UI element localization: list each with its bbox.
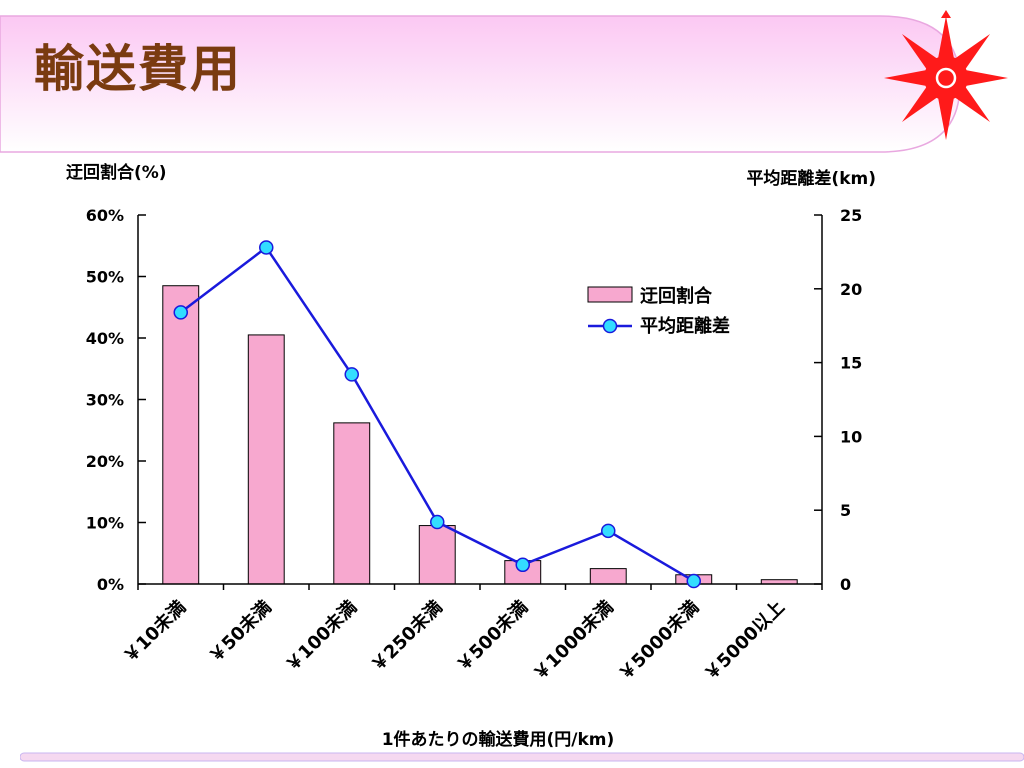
legend-swatch-marker xyxy=(602,318,618,334)
y2-tick-label: 25 xyxy=(840,206,862,225)
y2-tick-label: 5 xyxy=(840,501,851,520)
legend-swatch-bar xyxy=(587,286,633,303)
y-tick-label: 50% xyxy=(86,268,124,287)
x-tick-label: ￥5000以上 xyxy=(700,597,788,685)
x-tick-label: ￥50未満 xyxy=(204,596,275,667)
y-tick-label: 0% xyxy=(97,575,124,594)
plot-area: 0% 10% 20% 30% 40% 50% 60% 0 5 10 15 20 25 ￥10未満 ￥50未満… xyxy=(86,206,863,685)
bar-3 xyxy=(333,422,371,585)
page-title: 輸送費用 xyxy=(34,40,242,98)
bar-6 xyxy=(589,568,627,585)
compass-star-icon xyxy=(884,10,1008,140)
line-point-5 xyxy=(515,557,530,573)
y-axis-title: 迂回割合(%) xyxy=(66,162,167,183)
y-tick-label: 40% xyxy=(86,329,124,348)
legend-label-line: 平均距離差 xyxy=(640,315,730,337)
x-tick-label: ￥100未満 xyxy=(281,596,361,676)
y-tick-label: 30% xyxy=(86,391,124,410)
x-tick-label: ￥1000未満 xyxy=(529,596,618,685)
line-point-6 xyxy=(601,523,616,539)
line-point-4 xyxy=(430,514,445,530)
y2-tick-label: 15 xyxy=(840,354,862,373)
line-point-7 xyxy=(686,573,701,589)
bar-2 xyxy=(247,334,285,585)
x-tick-label: ￥500未満 xyxy=(452,596,532,676)
legend-label-bar: 迂回割合 xyxy=(640,285,713,307)
line-point-2 xyxy=(259,240,274,255)
y-tick-label: 60% xyxy=(86,206,124,225)
y-tick-label: 10% xyxy=(86,514,124,533)
x-tick-label: ￥10未満 xyxy=(119,596,190,667)
footer-bar xyxy=(20,752,1024,762)
x-tick-label: ￥5000未満 xyxy=(614,596,703,685)
y2-axis-title: 平均距離差(km) xyxy=(746,168,876,189)
x-axis-title: 1件あたりの輸送費用(円/km) xyxy=(382,729,615,750)
y2-tick-label: 0 xyxy=(840,575,851,594)
legend: 迂回割合 平均距離差 xyxy=(587,285,730,337)
line-point-1 xyxy=(173,305,188,320)
x-tick-label: ￥250未満 xyxy=(366,596,446,676)
bar-1 xyxy=(162,285,200,585)
y2-tick-label: 20 xyxy=(840,280,862,299)
y2-tick-label: 10 xyxy=(840,427,862,446)
line-point-3 xyxy=(344,367,359,382)
bar-4 xyxy=(418,525,456,585)
y-tick-label: 20% xyxy=(86,452,124,471)
